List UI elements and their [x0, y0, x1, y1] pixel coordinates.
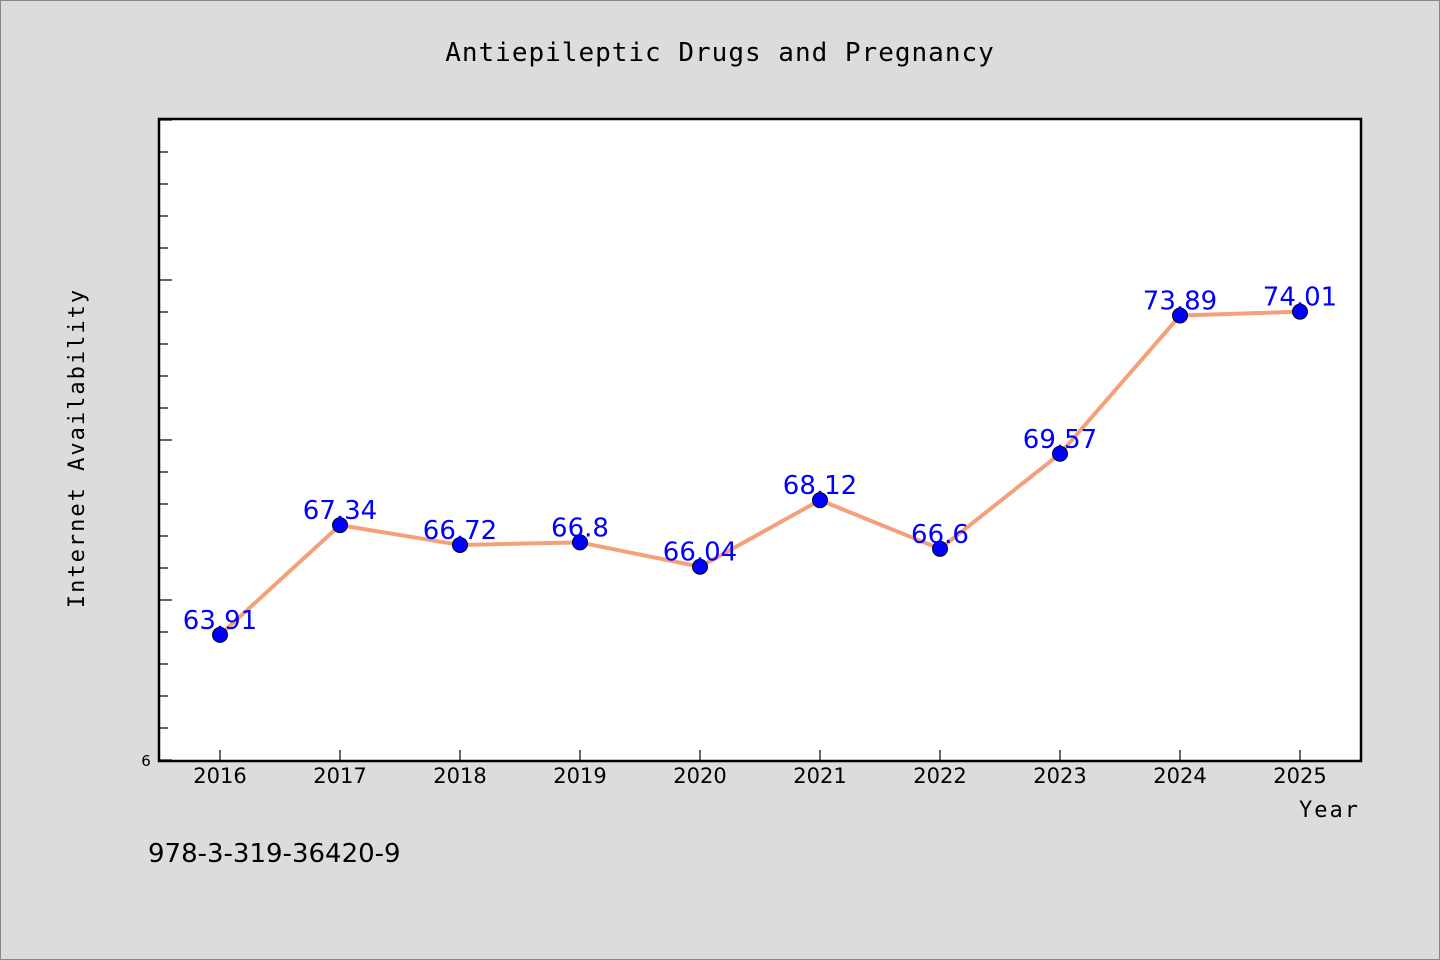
x-tick-label: 2022 [913, 764, 966, 788]
data-label: 66.04 [663, 538, 737, 568]
data-label: 66.8 [551, 513, 609, 543]
data-point-marker [932, 540, 948, 557]
data-point-marker [572, 534, 588, 551]
data-label: 67.34 [303, 496, 377, 526]
data-point-marker [332, 517, 348, 534]
plot-area [157, 117, 1363, 763]
x-tick-label: 2024 [1153, 764, 1206, 788]
x-tick-label: 2017 [313, 764, 366, 788]
data-label: 66.72 [423, 516, 497, 546]
x-tick-label: 2020 [673, 764, 726, 788]
data-label: 68.12 [783, 471, 857, 501]
data-label: 69.57 [1023, 425, 1097, 455]
data-labels: 63.91 67.34 66.72 66.8 66.04 68.12 66.6 69.57 73… [183, 283, 1337, 636]
series-line [218, 309, 1302, 637]
data-point-marker [1052, 445, 1068, 462]
data-point-marker [1172, 307, 1188, 324]
x-tick-label: 2021 [793, 764, 846, 788]
x-tick-label: 2016 [193, 764, 246, 788]
data-point-marker [452, 536, 468, 553]
data-point-marker [212, 626, 228, 643]
x-tick-label: 2025 [1273, 764, 1326, 788]
data-point-marker [812, 492, 828, 509]
data-label: 63.91 [183, 606, 257, 636]
y-axis-ticks [160, 119, 172, 761]
footer-id-text: 978-3-319-36420-9 [148, 839, 401, 869]
data-label: 66.6 [911, 520, 969, 550]
data-point-marker [692, 558, 708, 575]
data-label: 73.89 [1143, 287, 1217, 317]
y-axis-label: Internet Availability [65, 288, 90, 608]
y-tick-label: 6 [141, 752, 151, 770]
x-axis-label: Year [1299, 798, 1360, 823]
chart-title: Antiepileptic Drugs and Pregnancy [445, 38, 995, 68]
x-tick-label: 2019 [553, 764, 606, 788]
data-label: 74.01 [1263, 283, 1337, 313]
x-tick-label: 2018 [433, 764, 486, 788]
x-axis-tick-labels: 2016 2017 2018 2019 2020 2021 2022 2023 2024 2025 [193, 764, 1326, 788]
series-markers [212, 303, 1308, 643]
x-axis-ticks [219, 750, 1301, 760]
data-point-marker [1292, 303, 1308, 320]
x-tick-label: 2023 [1033, 764, 1086, 788]
